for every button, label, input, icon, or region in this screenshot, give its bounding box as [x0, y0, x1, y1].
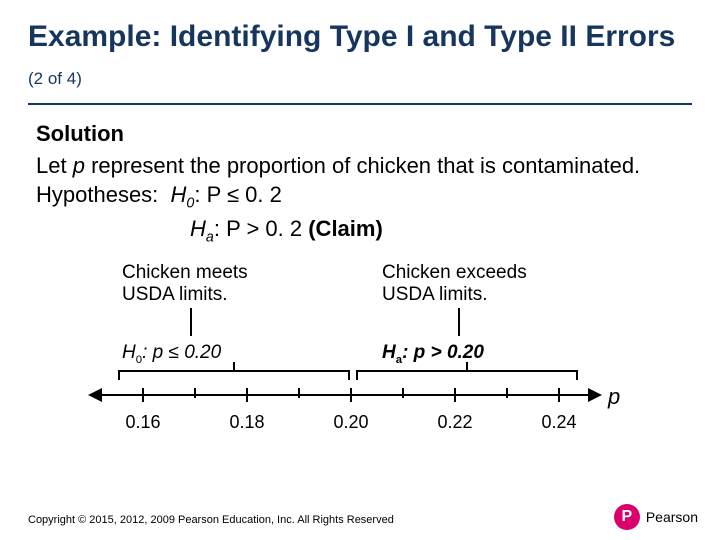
pearson-logo-icon: P [614, 504, 640, 530]
tick-2 [350, 388, 352, 402]
left-bracket-mid [233, 362, 235, 370]
claim-label: (Claim) [308, 216, 383, 241]
tick-0 [142, 388, 144, 402]
h0-diagram-label: H0: p ≤ 0.20 [122, 340, 221, 368]
hypotheses-label: Hypotheses: [36, 182, 158, 207]
tick-label-4: 0.24 [541, 410, 576, 434]
tick-label-3: 0.22 [437, 410, 472, 434]
tick-4 [558, 388, 560, 402]
pearson-logo-text: Pearson [646, 509, 698, 525]
left-desc-l2: USDA limits. [122, 284, 228, 305]
tick-minor-2 [402, 388, 404, 398]
number-line-diagram: Chicken meets USDA limits. Chicken excee… [80, 262, 640, 442]
title-block: Example: Identifying Type I and Type II … [0, 0, 720, 99]
definition-line: Let p represent the proportion of chicke… [36, 151, 684, 181]
right-indicator [458, 308, 460, 336]
pearson-logo: P Pearson [614, 504, 698, 530]
left-bracket [118, 370, 350, 372]
right-bracket-end [576, 370, 578, 380]
ha-body: : P > 0. 2 [214, 216, 308, 241]
title-main: Example: Identifying Type I and Type II … [28, 20, 675, 53]
tick-minor-0 [194, 388, 196, 398]
copyright-text: Copyright © 2015, 2012, 2009 Pearson Edu… [28, 514, 394, 526]
right-bracket [356, 370, 578, 372]
right-bracket-start [356, 370, 358, 380]
tick-label-0: 0.16 [125, 410, 160, 434]
right-desc: Chicken exceeds USDA limits. [382, 262, 527, 306]
axis-variable: p [608, 382, 620, 412]
h0-sym: H [171, 182, 187, 207]
def-post: represent the proportion of chicken that… [85, 153, 640, 178]
tick-label-1: 0.18 [229, 410, 264, 434]
def-pre: Let [36, 153, 73, 178]
tick-minor-1 [298, 388, 300, 398]
right-desc-l2: USDA limits. [382, 284, 488, 305]
left-bracket-end [348, 370, 350, 380]
arrow-right-icon [588, 388, 602, 402]
slide-title: Example: Identifying Type I and Type II … [28, 18, 692, 93]
hypothesis-h0-row: Hypotheses: H0: P ≤ 0. 2 [36, 180, 684, 214]
ha-sym: H [190, 216, 206, 241]
right-desc-l1: Chicken exceeds [382, 262, 527, 283]
ha-sub: a [206, 229, 214, 245]
hypothesis-ha-row: Ha: P > 0. 2 (Claim) [36, 214, 684, 248]
solution-heading: Solution [36, 119, 684, 149]
left-desc: Chicken meets USDA limits. [122, 262, 248, 306]
tick-1 [246, 388, 248, 402]
tick-3 [454, 388, 456, 402]
arrow-left-icon [88, 388, 102, 402]
tick-label-2: 0.20 [333, 410, 368, 434]
left-indicator [190, 308, 192, 336]
def-var: p [73, 153, 85, 178]
ha-diagram-label: Ha: p > 0.20 [382, 340, 484, 368]
right-bracket-mid [466, 362, 468, 370]
left-bracket-start [118, 370, 120, 380]
h0-body: : P ≤ 0. 2 [194, 182, 282, 207]
tick-minor-3 [506, 388, 508, 398]
content-body: Solution Let p represent the proportion … [0, 105, 720, 442]
title-sub: (2 of 4) [28, 69, 82, 88]
number-line-axis [100, 394, 590, 396]
left-desc-l1: Chicken meets [122, 262, 248, 283]
